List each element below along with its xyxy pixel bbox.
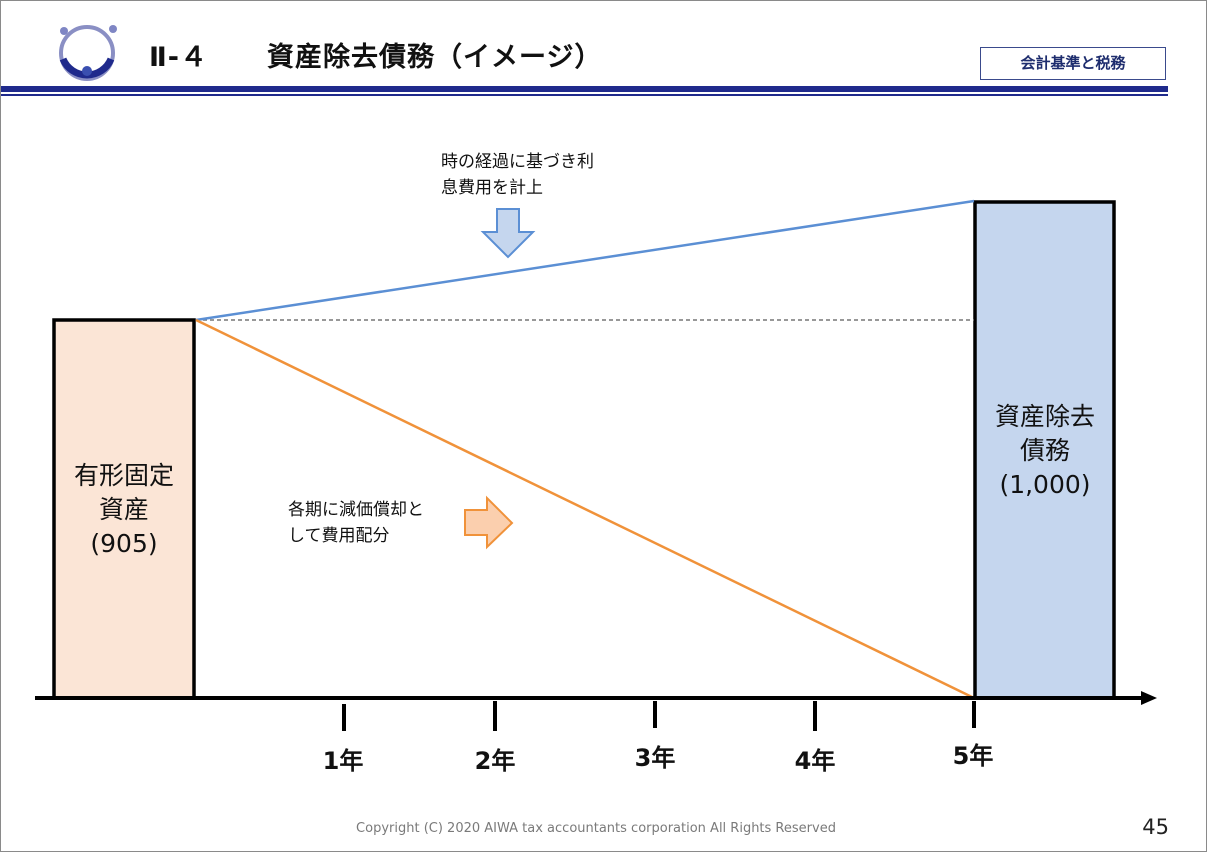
tick-label-year-1: 1年 (322, 747, 364, 775)
tick-label-year-4: 4年 (794, 747, 836, 775)
fixed-asset-line2: 資産 (98, 495, 149, 524)
header-rule-thin (1, 94, 1168, 96)
category-badge: 会計基準と税務 (980, 47, 1166, 80)
title-text: 資産除去債務（イメージ） (267, 42, 603, 73)
interest-cost-note: 時の経過に基づき利 息費用を計上 (441, 149, 594, 201)
fixed-asset-value: (905) (90, 529, 158, 558)
fixed-asset-label: 有形固定 資産 (905) (53, 459, 195, 561)
down-arrow-icon (480, 208, 536, 259)
fixed-asset-line1: 有形固定 (73, 461, 174, 490)
company-logo-icon (59, 25, 117, 81)
tick-label-year-5: 5年 (952, 742, 994, 770)
header-rule (1, 86, 1168, 92)
page-number: 45 (1142, 815, 1169, 839)
page-title: Ⅱ-４ 資産除去債務（イメージ） (149, 35, 602, 74)
section-number: Ⅱ-４ (149, 42, 208, 73)
depreciation-line (195, 318, 975, 700)
aro-label: 資産除去 債務 (1,000) (975, 400, 1115, 502)
aro-line2: 債務 (1019, 436, 1070, 465)
fixed-asset-box (52, 318, 196, 700)
tick-label-year-2: 2年 (474, 747, 516, 775)
interest-cost-line (195, 199, 975, 322)
depreciation-note: 各期に減価償却と して費用配分 (288, 497, 424, 549)
depreciation-note-line2: して費用配分 (288, 526, 390, 546)
interest-note-line2: 息費用を計上 (441, 178, 543, 198)
aro-box (973, 200, 1116, 700)
aro-line1: 資産除去 (994, 402, 1095, 431)
copyright-text: Copyright (C) 2020 AIWA tax accountants … (356, 821, 836, 836)
tick-label-year-3: 3年 (634, 744, 676, 772)
aro-value: (1,000) (999, 470, 1091, 499)
time-axis-arrowhead (1141, 691, 1157, 705)
right-arrow-icon (464, 495, 514, 550)
depreciation-note-line1: 各期に減価償却と (288, 500, 424, 520)
interest-note-line1: 時の経過に基づき利 (441, 152, 594, 172)
